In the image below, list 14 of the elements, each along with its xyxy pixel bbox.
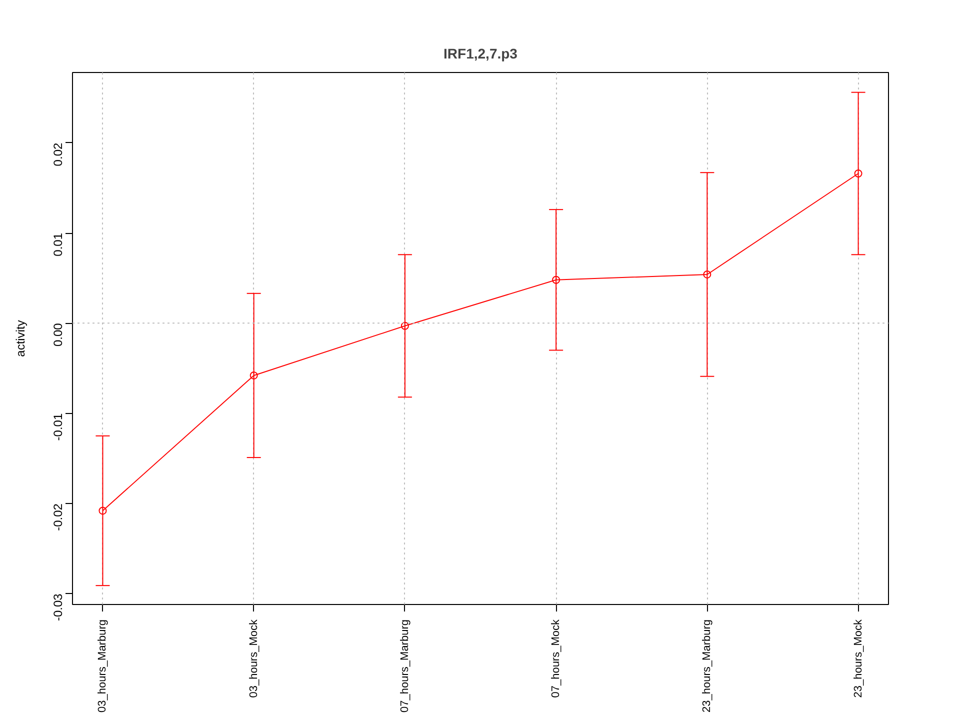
x-tick-label: 23_hours_Marburg [701,619,714,712]
y-tick-label: 0.00 [51,322,65,347]
x-tick-label: 03_hours_Marburg [96,619,109,712]
x-tick-label: 07_hours_Mock [550,619,562,698]
y-tick-label: 0.01 [51,232,65,256]
y-tick-label: -0.03 [51,593,65,622]
chart-title: IRF1,2,7.p3 [444,46,518,62]
y-tick-label: 0.02 [51,142,65,166]
y-axis-title: activity [14,320,28,357]
x-tick-label: 23_hours_Mock [852,619,864,698]
y-tick-label: -0.02 [51,503,65,531]
y-tick-label: -0.01 [51,413,65,441]
x-tick-label: 07_hours_Marburg [398,619,411,712]
x-tick-label: 03_hours_Mock [248,619,260,698]
